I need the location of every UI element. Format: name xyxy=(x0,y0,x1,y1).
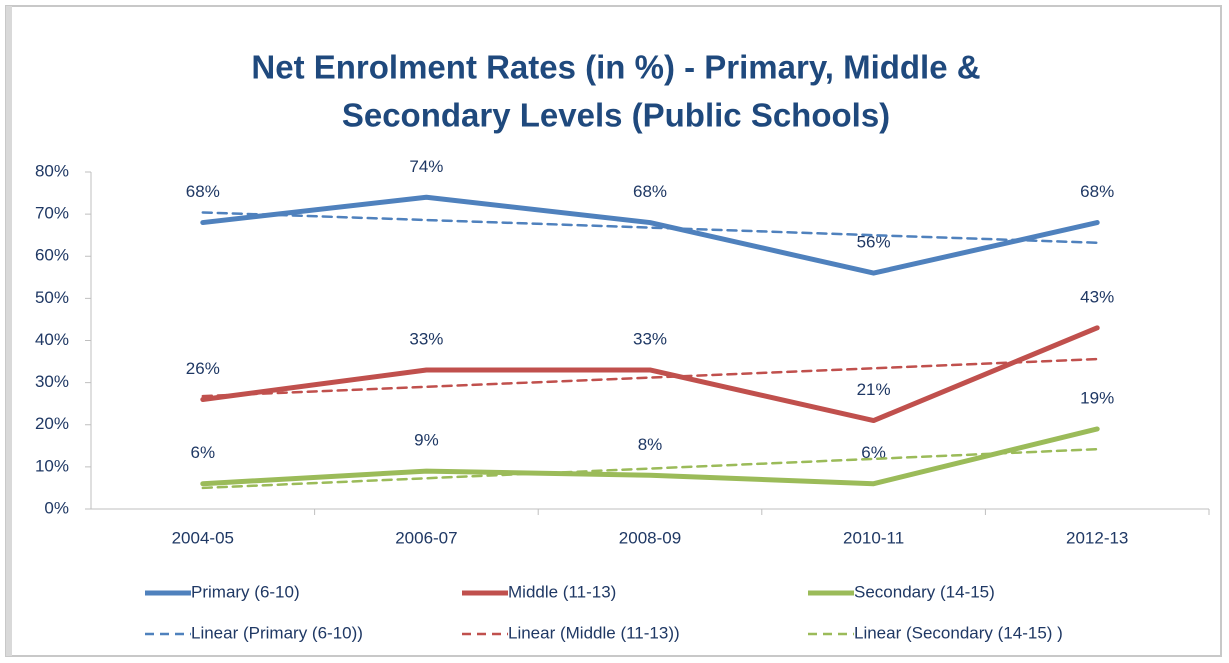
trend-line xyxy=(201,447,1099,490)
data-label: 74% xyxy=(409,157,443,176)
data-label: 68% xyxy=(633,182,667,201)
y-tick-label: 10% xyxy=(35,456,69,475)
legend-label: Linear (Secondary (14-15) ) xyxy=(854,623,1063,642)
data-label: 21% xyxy=(857,380,891,399)
series-line xyxy=(200,426,1100,487)
legend-label: Secondary (14-15) xyxy=(854,582,995,601)
y-tick-label: 20% xyxy=(35,414,69,433)
data-label: 33% xyxy=(409,329,443,348)
chart-title: Net Enrolment Rates (in %) - Primary, Mi… xyxy=(251,49,980,86)
y-tick-label: 30% xyxy=(35,372,69,391)
series-line xyxy=(200,325,1100,424)
data-label: 26% xyxy=(186,359,220,378)
x-tick-label: 2012-13 xyxy=(1066,528,1128,547)
data-label: 6% xyxy=(191,443,216,462)
x-tick-label: 2006-07 xyxy=(395,528,457,547)
data-label: 68% xyxy=(1080,182,1114,201)
trend-line xyxy=(201,211,1099,245)
legend-label: Middle (11-13) xyxy=(508,582,616,601)
legend-label: Linear (Middle (11-13)) xyxy=(508,623,680,642)
y-tick-label: 40% xyxy=(35,330,69,349)
y-tick-label: 80% xyxy=(35,161,69,180)
y-tick-label: 60% xyxy=(35,246,69,265)
y-tick-label: 50% xyxy=(35,288,69,307)
chart-title: Secondary Levels (Public Schools) xyxy=(342,97,890,134)
trend-line xyxy=(201,357,1099,398)
data-label: 56% xyxy=(857,233,891,252)
y-tick-label: 0% xyxy=(44,498,69,517)
legend-label: Linear (Primary (6-10)) xyxy=(191,623,363,642)
data-label: 8% xyxy=(638,435,663,454)
data-label: 68% xyxy=(186,182,220,201)
y-tick-label: 70% xyxy=(35,204,69,223)
data-label: 33% xyxy=(633,329,667,348)
x-tick-label: 2010-11 xyxy=(843,528,904,547)
frame-shadow xyxy=(6,6,12,656)
chart-frame xyxy=(5,5,1222,657)
data-label: 9% xyxy=(414,431,439,450)
data-label: 43% xyxy=(1080,287,1114,306)
legend-label: Primary (6-10) xyxy=(191,582,300,601)
x-tick-label: 2008-09 xyxy=(619,528,681,547)
x-tick-label: 2004-05 xyxy=(172,528,234,547)
data-label: 19% xyxy=(1080,388,1114,407)
series-line xyxy=(200,194,1100,276)
